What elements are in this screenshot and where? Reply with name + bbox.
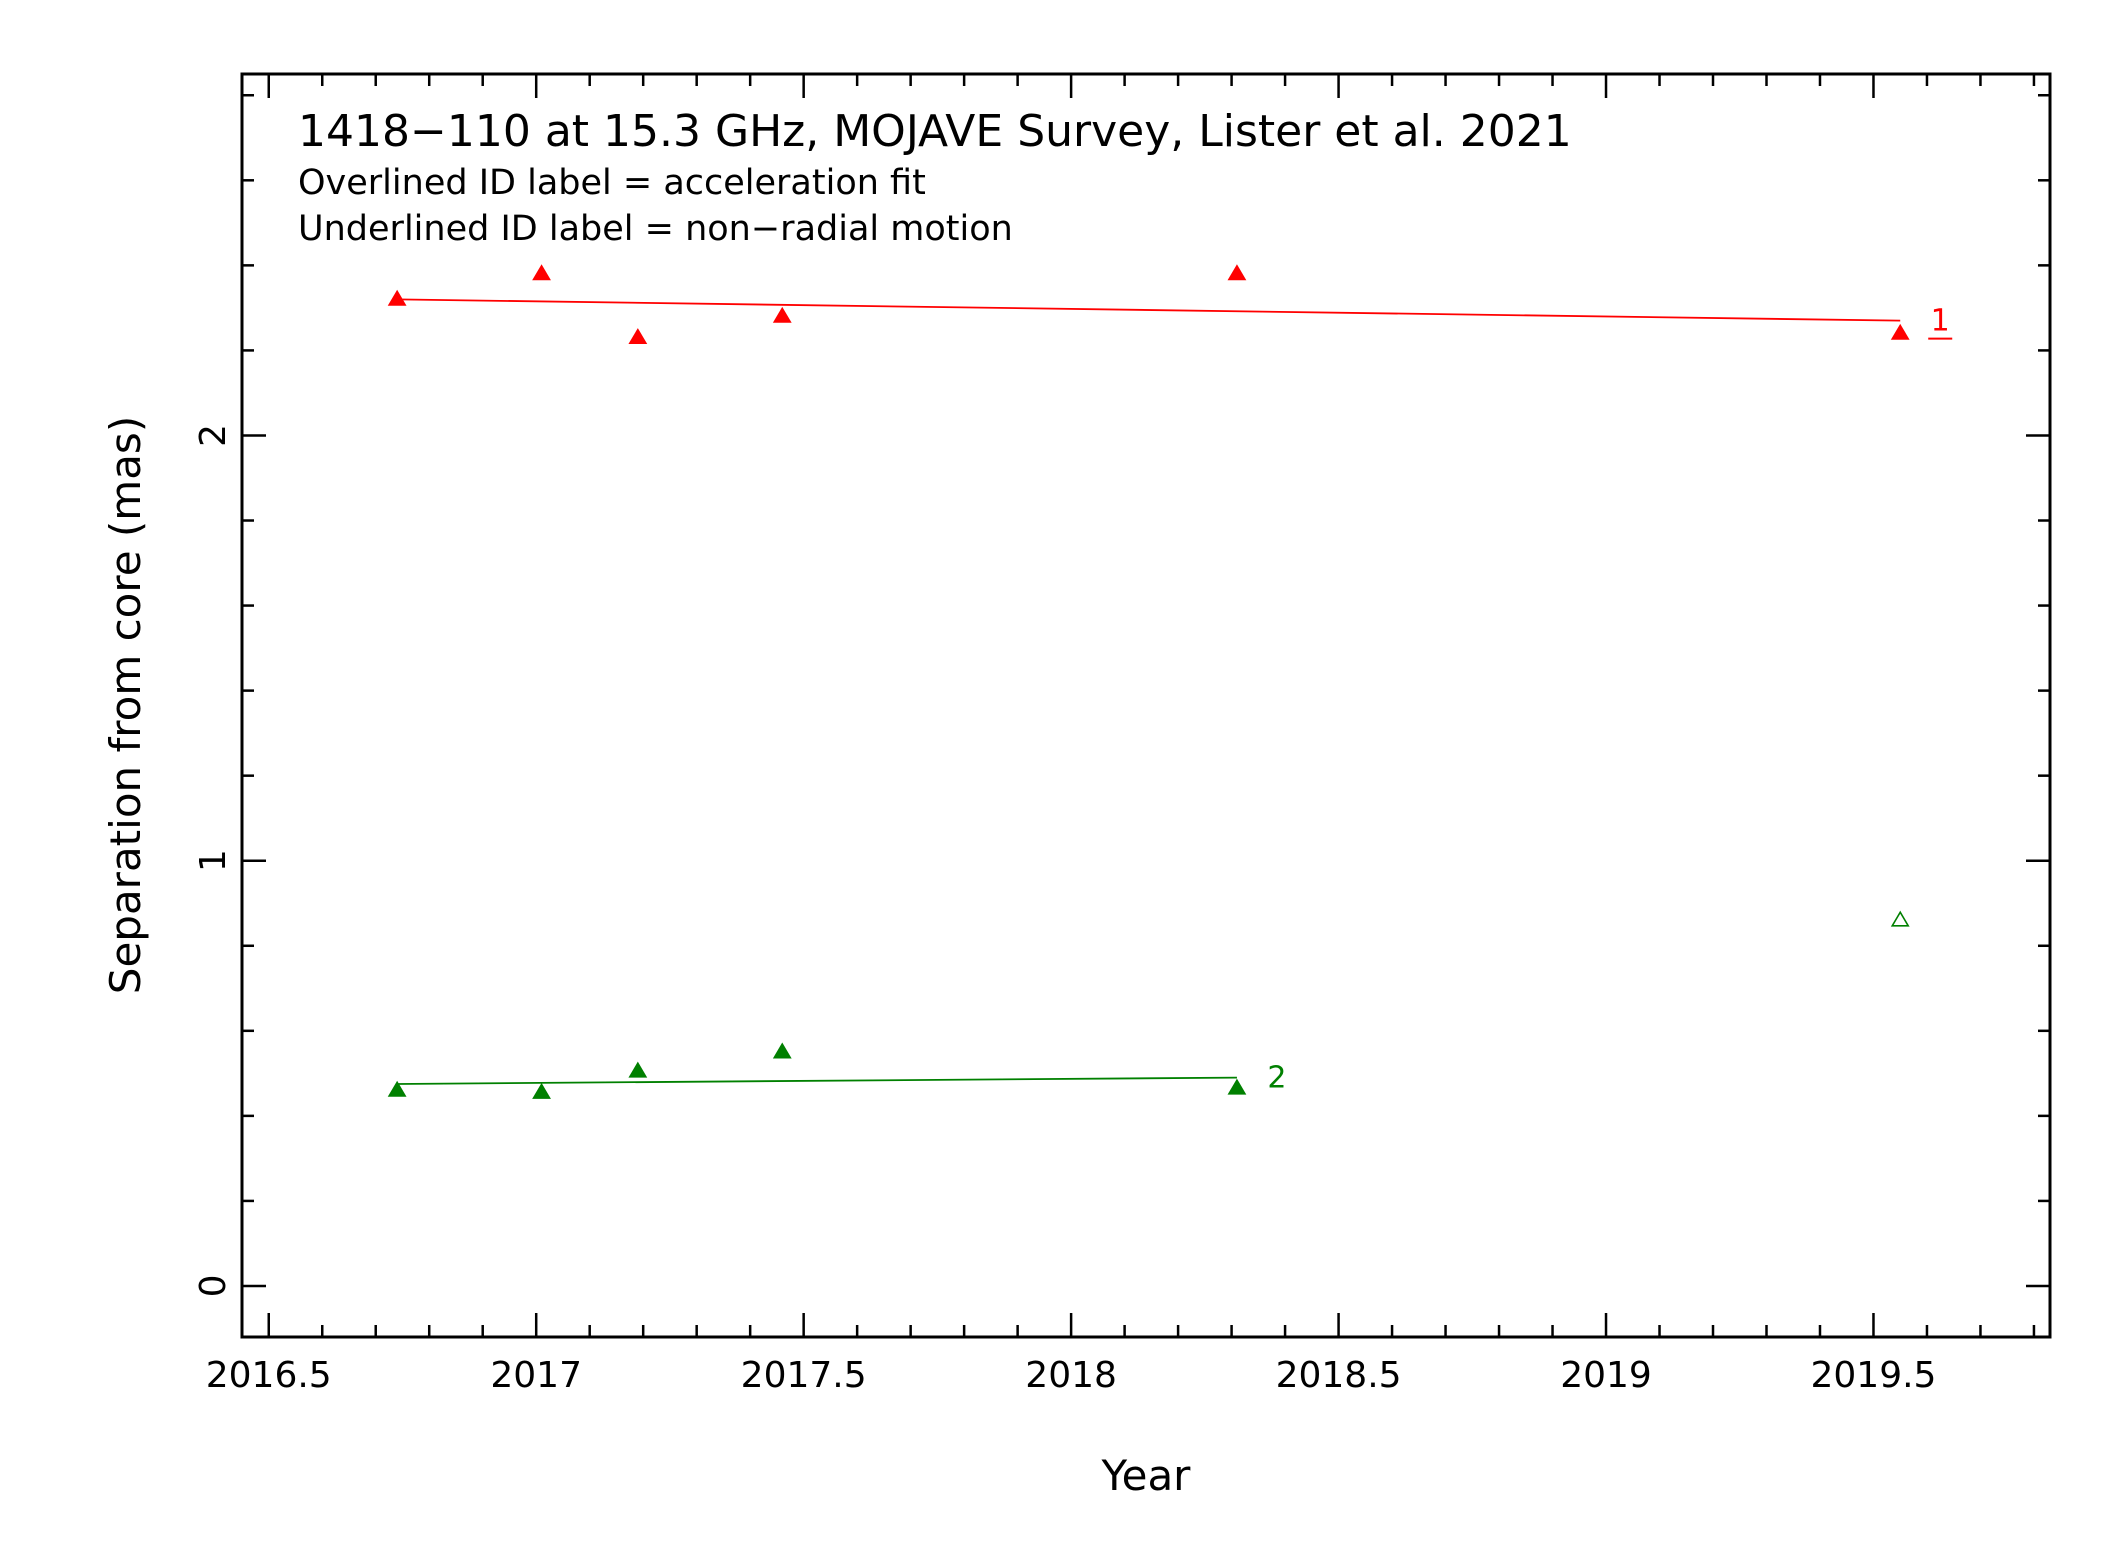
y-tick-label: 2 — [193, 424, 234, 447]
point-series-2 — [1227, 1078, 1247, 1095]
x-tick-label: 2018.5 — [1276, 1355, 1402, 1396]
fit-lines — [397, 298, 1901, 1085]
chart-note-1: Overlined ID label = acceleration fit — [298, 163, 926, 203]
series-id-label: 2 — [1267, 1061, 1286, 1096]
plot-frame — [240, 72, 2052, 1339]
x-tick-label: 2016.5 — [206, 1355, 332, 1396]
x-tick-label: 2017 — [490, 1355, 582, 1396]
x-axis-label: Year — [1101, 1451, 1192, 1500]
chart-title: 1418−110 at 15.3 GHz, MOJAVE Survey, Lis… — [298, 106, 1572, 157]
point-series-2 — [387, 1080, 407, 1097]
chart-note-2: Underlined ID label = non−radial motion — [298, 209, 1013, 249]
x-tick-label: 2019 — [1560, 1355, 1652, 1396]
point-series-1 — [387, 289, 407, 306]
point-series-1 — [532, 264, 551, 281]
y-axis-label: Separation from core (mas) — [101, 416, 150, 994]
y-tick-label: 1 — [193, 849, 234, 872]
data-points — [387, 264, 1910, 1099]
series-labels: 12 — [1267, 304, 1953, 1096]
point-series-1 — [772, 306, 792, 323]
point-series-2 — [628, 1061, 648, 1078]
x-tick-label: 2019.5 — [1810, 1355, 1936, 1396]
series-id-label: 1 — [1931, 304, 1950, 339]
point-series-1 — [1227, 264, 1247, 281]
unassigned-point — [1890, 910, 1910, 927]
x-tick-label: 2017.5 — [741, 1355, 867, 1396]
x-tick-label: 2018 — [1025, 1355, 1117, 1396]
y-tick-label: 0 — [193, 1275, 234, 1298]
point-series-2 — [772, 1042, 792, 1059]
point-series-1 — [1890, 323, 1910, 340]
fit-line-series-1 — [397, 298, 1901, 322]
point-series-2 — [532, 1082, 551, 1099]
point-series-1 — [628, 328, 648, 345]
fit-line-series-2 — [397, 1076, 1237, 1085]
